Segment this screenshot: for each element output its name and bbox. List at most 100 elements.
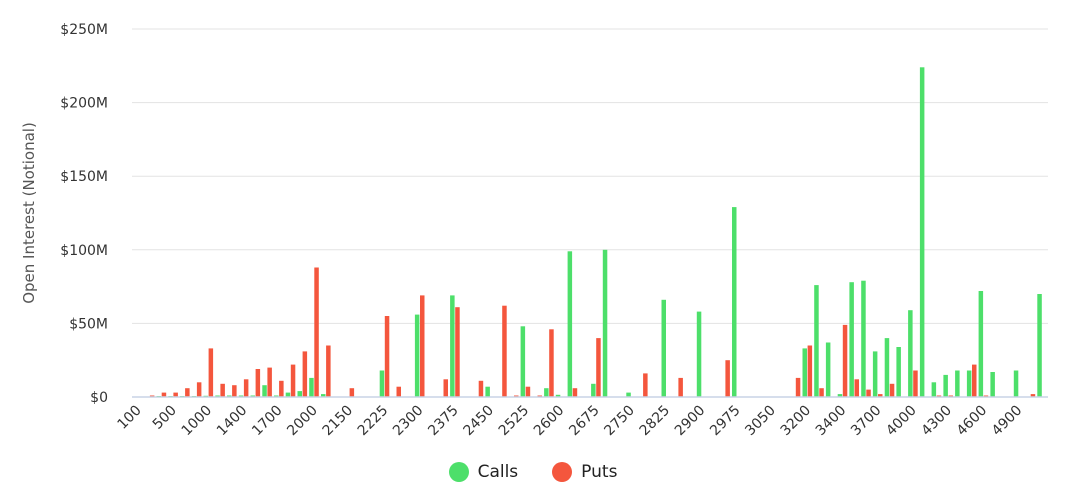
puts-bar[interactable] <box>396 386 402 397</box>
legend-item-puts[interactable]: Puts <box>552 462 617 482</box>
y-tick-label: $250M <box>60 22 108 38</box>
calls-bar[interactable] <box>262 385 267 397</box>
calls-bar[interactable] <box>567 251 573 397</box>
puts-bar[interactable] <box>420 295 425 397</box>
puts-bar[interactable] <box>302 351 308 397</box>
puts-bar[interactable] <box>572 388 578 397</box>
puts-bar[interactable] <box>913 370 918 398</box>
calls-bar[interactable] <box>919 67 925 398</box>
calls-bar[interactable] <box>931 382 937 397</box>
puts-bar[interactable] <box>842 324 848 397</box>
x-tick-label: 2825 <box>637 403 674 440</box>
calls-bar[interactable] <box>520 326 526 397</box>
x-tick-label: 4600 <box>954 403 991 440</box>
legend-label-puts: Puts <box>581 462 618 482</box>
calls-bar[interactable] <box>297 391 303 397</box>
puts-bar[interactable] <box>220 383 225 397</box>
calls-bar[interactable] <box>321 394 326 397</box>
calls-bar[interactable] <box>825 342 831 398</box>
x-tick-label: 3400 <box>813 403 850 440</box>
x-tick-label: 2900 <box>672 403 709 440</box>
puts-bar[interactable] <box>819 388 824 397</box>
calls-bar[interactable] <box>626 392 631 397</box>
puts-bar[interactable] <box>878 394 883 397</box>
puts-bar[interactable] <box>443 379 449 397</box>
puts-bar[interactable] <box>314 267 319 398</box>
puts-bar[interactable] <box>243 379 249 397</box>
bars[interactable] <box>149 67 1042 398</box>
calls-bar[interactable] <box>872 351 878 397</box>
puts-bar[interactable] <box>502 305 507 397</box>
puts-bar[interactable] <box>972 364 977 397</box>
puts-bar[interactable] <box>549 329 554 397</box>
y-tick-label: $0 <box>90 390 108 406</box>
puts-bar[interactable] <box>196 382 202 397</box>
x-tick-label: 2450 <box>461 403 498 440</box>
calls-bar[interactable] <box>990 372 995 397</box>
x-tick-label: 2675 <box>566 403 603 440</box>
calls-bar[interactable] <box>978 291 984 397</box>
puts-dot-icon <box>552 462 573 482</box>
calls-bar[interactable] <box>414 314 420 397</box>
x-tick-label: 2000 <box>284 403 321 440</box>
puts-bar[interactable] <box>255 369 261 397</box>
puts-bar[interactable] <box>854 379 860 397</box>
grid-lines <box>132 28 1048 324</box>
puts-bar[interactable] <box>725 360 730 397</box>
puts-bar[interactable] <box>478 380 484 397</box>
puts-bar[interactable] <box>866 389 871 397</box>
calls-bar[interactable] <box>908 310 913 397</box>
calls-bar[interactable] <box>661 299 667 397</box>
calls-bar[interactable] <box>884 338 890 397</box>
puts-bar[interactable] <box>807 345 813 398</box>
calls-bar[interactable] <box>1037 294 1042 397</box>
y-tick-label: $150M <box>60 169 108 185</box>
calls-bar[interactable] <box>309 377 314 397</box>
puts-bar[interactable] <box>643 373 648 397</box>
y-axis-title: Open Interest (Notional) <box>20 122 38 304</box>
puts-bar[interactable] <box>889 383 895 397</box>
calls-bar[interactable] <box>450 295 455 397</box>
calls-bar[interactable] <box>555 394 561 397</box>
calls-bar[interactable] <box>943 374 948 397</box>
calls-bar[interactable] <box>379 370 385 398</box>
calls-bar[interactable] <box>696 311 702 397</box>
x-tick-label: 100 <box>115 403 145 433</box>
puts-bar[interactable] <box>290 364 296 397</box>
puts-bar[interactable] <box>326 345 331 398</box>
calls-bar[interactable] <box>861 280 866 397</box>
calls-bar[interactable] <box>896 347 901 397</box>
calls-bar[interactable] <box>849 282 854 397</box>
calls-bar[interactable] <box>955 370 960 398</box>
calls-bar[interactable] <box>591 383 596 397</box>
puts-bar[interactable] <box>208 348 214 397</box>
calls-bar[interactable] <box>1013 370 1019 398</box>
puts-bar[interactable] <box>596 338 601 397</box>
calls-bar[interactable] <box>837 394 843 397</box>
x-tick-label: 1700 <box>249 403 286 440</box>
puts-bar[interactable] <box>267 367 272 397</box>
calls-bar[interactable] <box>814 285 819 397</box>
puts-bar[interactable] <box>525 386 531 397</box>
calls-bar[interactable] <box>602 249 608 397</box>
puts-bar[interactable] <box>185 388 190 397</box>
puts-bar[interactable] <box>232 385 237 397</box>
puts-bar[interactable] <box>349 388 355 397</box>
puts-bar[interactable] <box>1030 394 1036 397</box>
calls-bar[interactable] <box>802 348 808 397</box>
puts-bar[interactable] <box>678 377 683 397</box>
puts-bar[interactable] <box>173 392 178 397</box>
calls-bar[interactable] <box>732 207 737 397</box>
x-tick-label: 2225 <box>355 403 392 440</box>
puts-bar[interactable] <box>384 316 390 397</box>
calls-bar[interactable] <box>966 370 972 398</box>
legend-item-calls[interactable]: Calls <box>448 462 518 482</box>
puts-bar[interactable] <box>161 392 167 397</box>
calls-bar[interactable] <box>485 386 490 397</box>
puts-bar[interactable] <box>279 380 284 397</box>
puts-bar[interactable] <box>455 307 460 397</box>
calls-bar[interactable] <box>544 388 549 397</box>
puts-bar[interactable] <box>795 377 801 397</box>
calls-bar[interactable] <box>285 392 291 397</box>
